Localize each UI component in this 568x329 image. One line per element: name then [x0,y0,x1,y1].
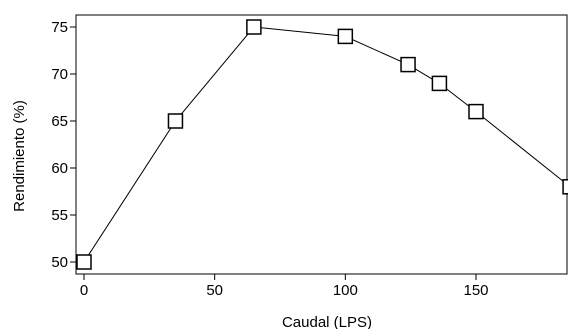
y-tick-label-55: 55 [51,207,68,224]
data-point-65-75 [246,19,262,35]
y-tick-label-50: 50 [51,254,68,271]
x-axis: 0 50 100 150 [80,274,489,299]
y-tick-label-70: 70 [51,66,68,83]
x-tick-label-150: 150 [463,282,488,299]
y-tick-label-65: 65 [51,113,68,130]
data-point-186-58 [562,179,568,195]
data-point-35-65 [167,113,184,129]
data-point-124-71 [400,56,416,73]
x-axis-label: Caudal (LPS) [282,314,372,329]
x-tick-label-100: 100 [333,282,358,299]
y-tick-label-75: 75 [51,19,68,36]
data-point-136-69 [431,75,448,92]
series-line-0 [83,26,568,263]
x-tick-label-0: 0 [80,282,88,299]
plot-border [75,14,568,275]
data-point-100-74 [337,28,354,45]
data-point-150-66 [468,103,484,120]
x-tick-label-50: 50 [206,282,223,299]
plot-frame [75,14,568,275]
y-axis: 50 55 60 65 70 75 [51,19,76,271]
y-axis-label: Rendimiento (%) [11,100,28,212]
series-group [76,19,568,270]
data-point-0-50 [76,254,92,270]
y-tick-label-60: 60 [51,160,68,177]
